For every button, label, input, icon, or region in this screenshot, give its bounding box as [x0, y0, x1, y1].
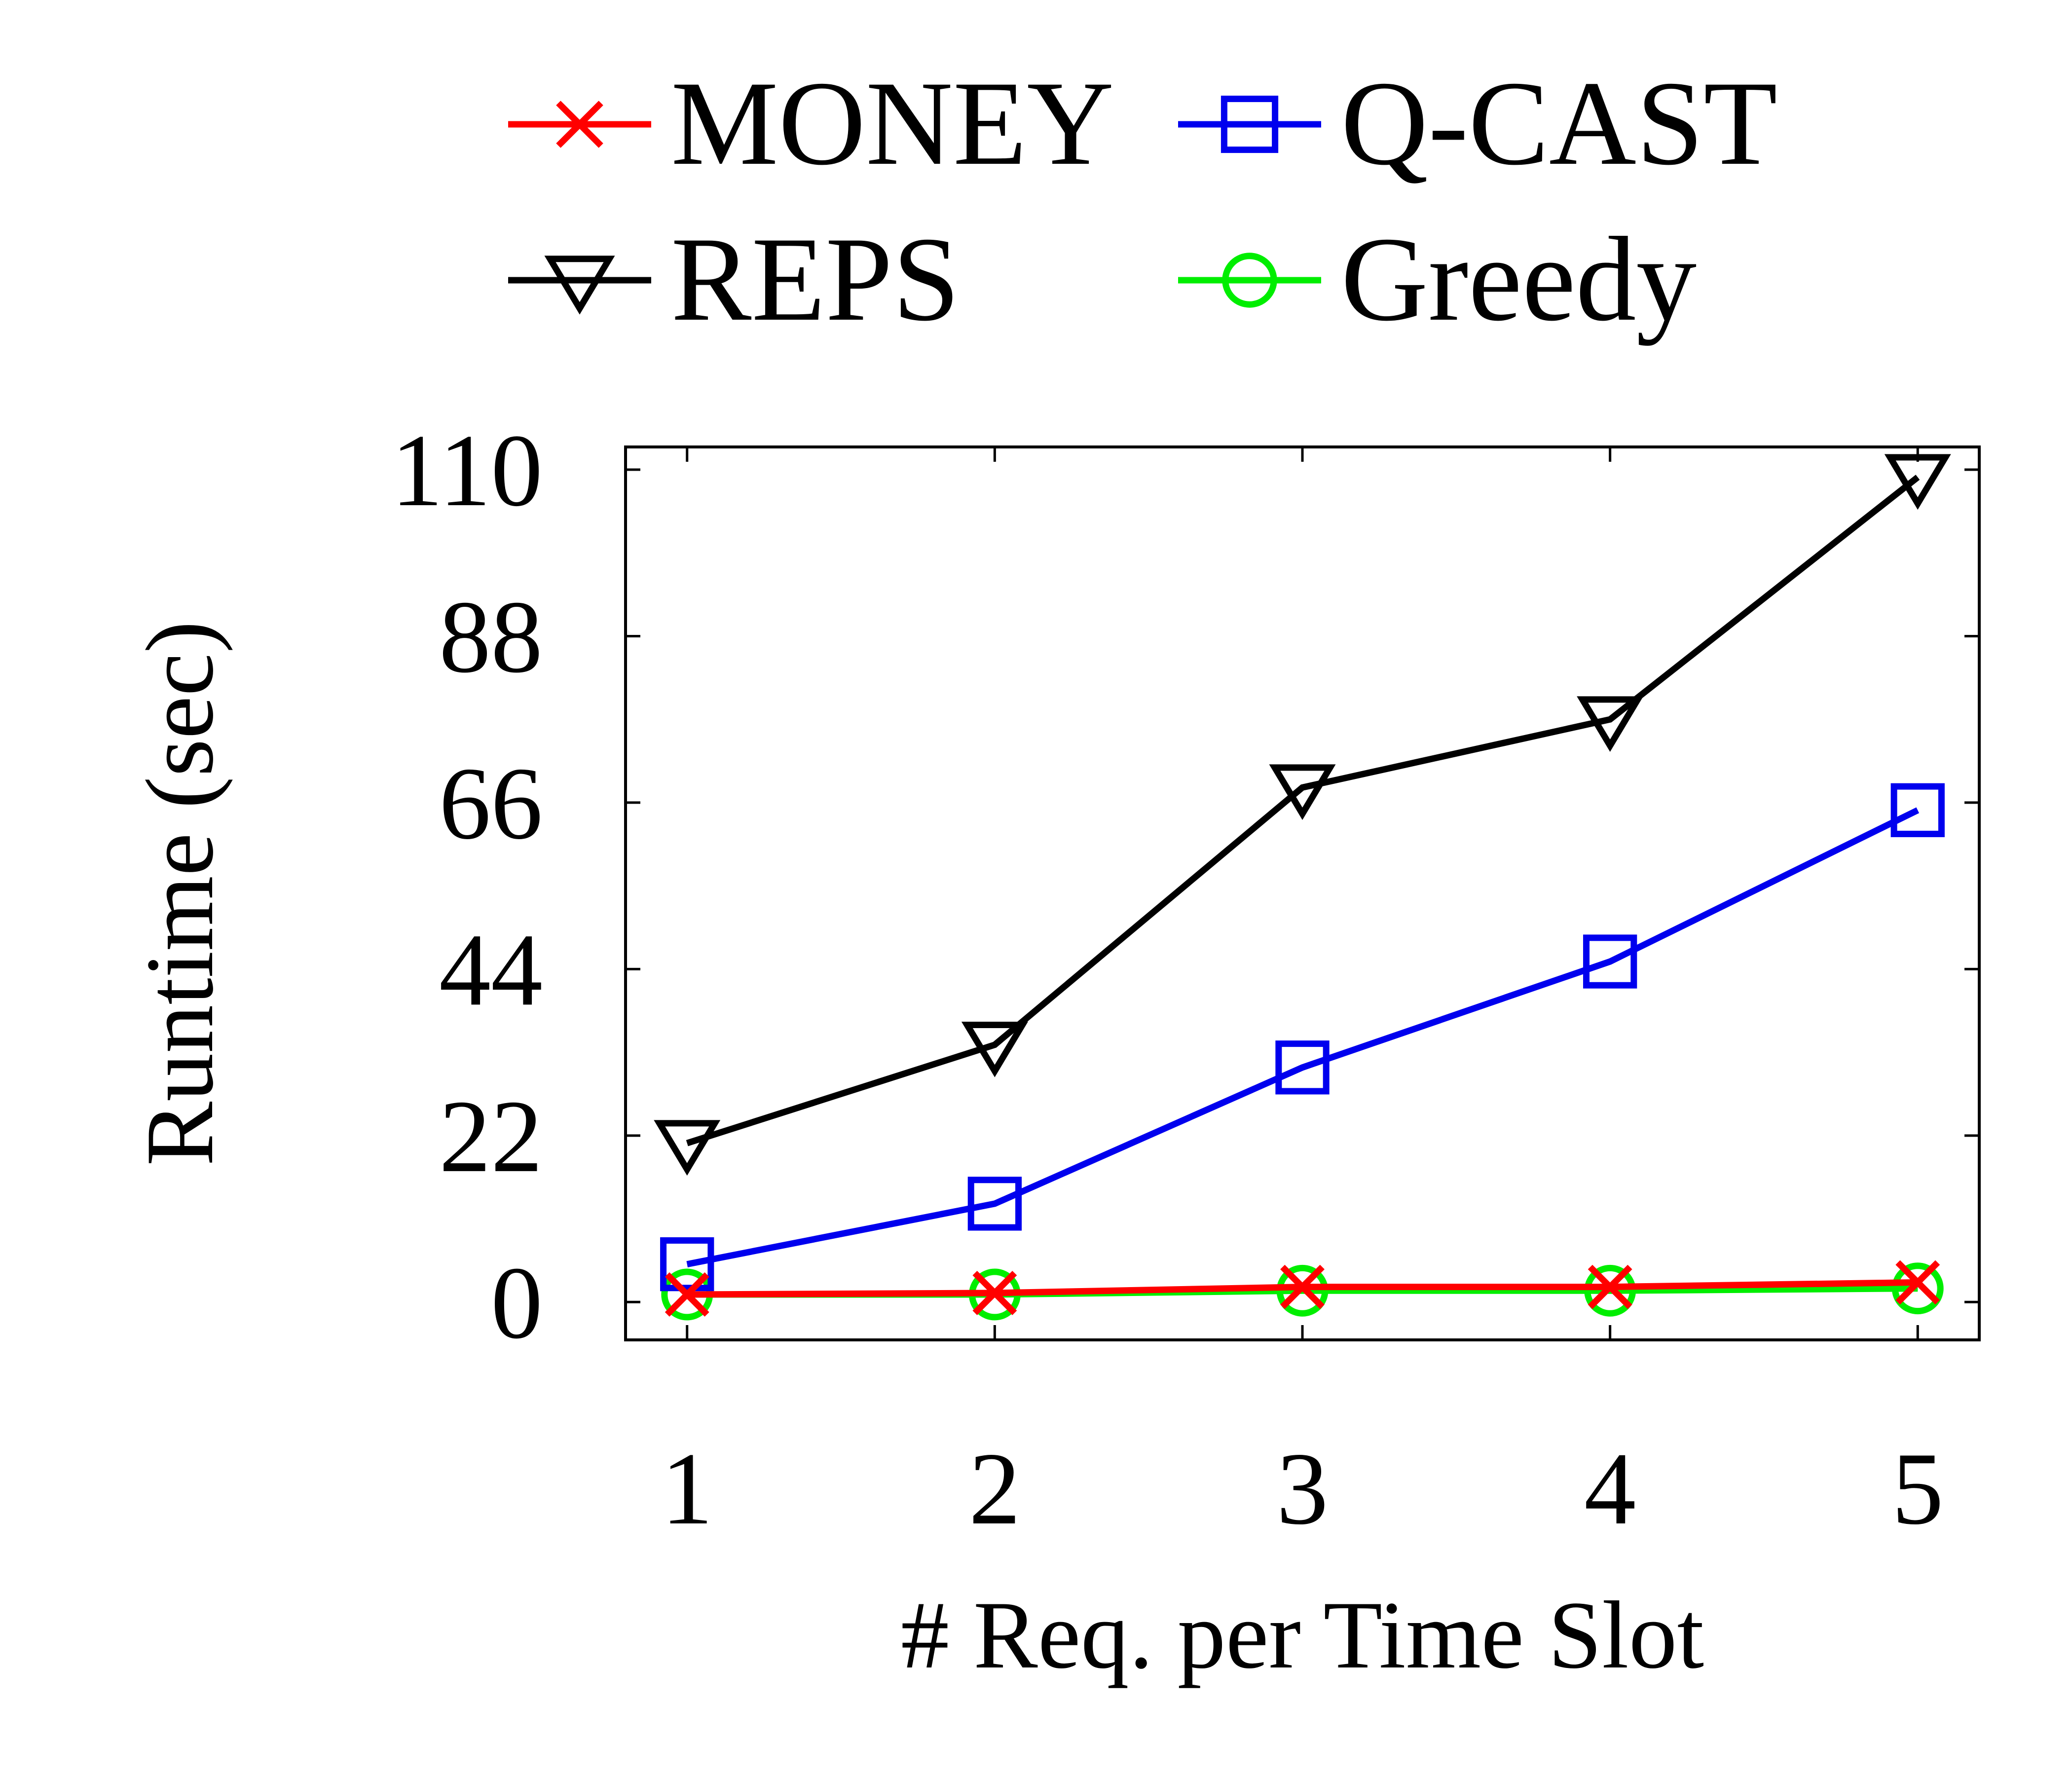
plot-border — [624, 445, 1981, 1341]
data-point-q-cast — [1275, 1040, 1330, 1095]
series-layer — [654, 454, 1951, 1321]
data-point-reps — [1269, 764, 1336, 820]
x-tick-label: 4 — [1584, 1432, 1636, 1546]
data-point-money — [1588, 1264, 1632, 1309]
data-point-reps — [1577, 696, 1644, 752]
data-point-reps — [961, 1021, 1028, 1077]
data-point-greedy — [1891, 1262, 1944, 1315]
legend-marker-money — [556, 101, 603, 148]
legend-marker-greedy — [1222, 253, 1277, 308]
legend-item-reps: REPS — [508, 212, 960, 346]
y-tick-label: 66 — [439, 746, 543, 861]
legend-label-q-cast: Q-CAST — [1341, 56, 1777, 190]
data-point-q-cast — [1583, 934, 1637, 989]
y-tick-label: 44 — [439, 913, 543, 1027]
plot-area: 1 2 3 4 5 0 22 44 66 88 110 — [391, 413, 1981, 1546]
data-point-money — [665, 1272, 709, 1317]
x-axis-label: # Req. per Time Slot — [901, 1582, 1704, 1689]
legend: MONEY Q-CAST REPS Greedy — [508, 56, 1777, 346]
legend-label-reps: REPS — [671, 212, 960, 346]
legend-item-greedy: Greedy — [1178, 212, 1697, 346]
legend-item-q-cast: Q-CAST — [1178, 56, 1777, 190]
x-tick-label: 1 — [661, 1432, 713, 1546]
series-line-q-cast — [686, 807, 1920, 1267]
data-point-greedy — [1276, 1264, 1329, 1317]
data-point-money — [1280, 1264, 1325, 1309]
y-tick-label: 88 — [439, 580, 543, 694]
legend-marker-q-cast — [1221, 95, 1279, 153]
data-point-q-cast — [660, 1237, 714, 1292]
x-tick-label: 5 — [1892, 1432, 1944, 1546]
series-line-reps — [686, 475, 1920, 1147]
data-point-q-cast — [967, 1177, 1022, 1231]
series-money — [665, 1260, 1940, 1317]
data-point-money — [1895, 1260, 1940, 1305]
data-point-money — [972, 1270, 1017, 1315]
data-point-q-cast — [1890, 783, 1945, 837]
y-tick-label: 110 — [391, 413, 543, 528]
x-tick-label: 2 — [969, 1432, 1021, 1546]
legend-label-greedy: Greedy — [1341, 212, 1697, 346]
data-point-reps — [654, 1120, 721, 1176]
y-tick-label: 0 — [491, 1246, 543, 1360]
legend-label-money: MONEY — [671, 56, 1114, 190]
x-tick-label: 3 — [1277, 1432, 1329, 1546]
data-point-reps — [1884, 454, 1951, 510]
y-tick-label: 22 — [439, 1079, 543, 1194]
y-axis-label: Runtime (sec) — [126, 621, 233, 1166]
axis-labels: Runtime (sec) # Req. per Time Slot — [126, 621, 1704, 1689]
data-point-greedy — [1584, 1264, 1636, 1317]
legend-marker-reps — [544, 256, 615, 315]
legend-item-money: MONEY — [508, 56, 1114, 190]
series-q-cast — [660, 783, 1945, 1292]
series-reps — [654, 454, 1951, 1176]
